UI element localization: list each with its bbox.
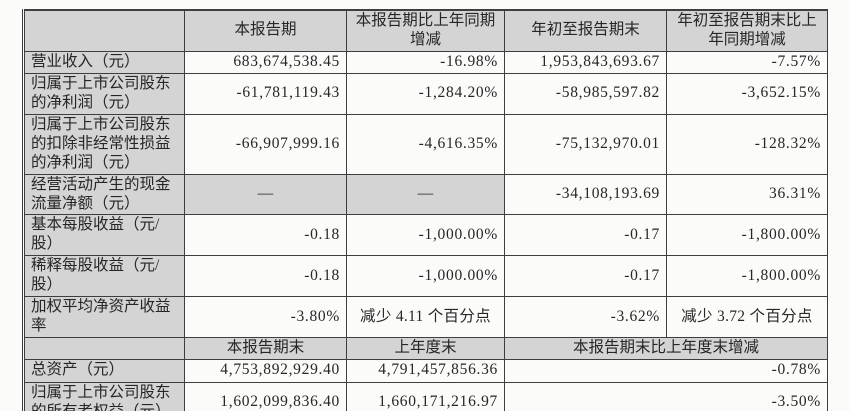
cell-value: -16.98% [346, 50, 505, 74]
cell-value: -66,907,999.16 [184, 113, 347, 175]
column-header-period-end-vs-prior-year-end: 本报告期末比上年度末增减 [504, 336, 828, 360]
cell-value: -4,616.35% [346, 113, 505, 175]
period-end-header-row: 本报告期末 上年度末 本报告期末比上年度末增减 [23, 336, 828, 360]
column-header-prior-year-end: 上年度末 [346, 336, 505, 360]
cell-value: -1,800.00% [666, 255, 828, 298]
cell-value: -0.18 [184, 255, 347, 298]
corner-header-cell [23, 336, 185, 360]
row-label: 归属于上市公司股东的所有者权益（元） [23, 381, 185, 411]
row-label: 总资产（元） [23, 358, 185, 383]
cell-value: -3.80% [184, 296, 347, 338]
column-header-period-end: 本报告期末 [184, 336, 347, 360]
table-row-net-profit-excl-nonrecurring: 归属于上市公司股东的扣除非经常性损益的净利润（元） -66,907,999.16… [23, 113, 828, 175]
column-header-current-period-yoy: 本报告期比上年同期增减 [346, 9, 505, 52]
cell-value: -58,985,597.82 [504, 72, 667, 115]
cell-value-dash: — [184, 173, 347, 216]
cell-value: 减少 4.11 个百分点 [346, 296, 505, 338]
table-row-operating-revenue: 营业收入（元） 683,674,538.45 -16.98% 1,953,843… [23, 50, 828, 74]
cell-value: -0.17 [504, 214, 667, 257]
table-row-diluted-eps: 稀释每股收益（元/股） -0.18 -1,000.00% -0.17 -1,80… [23, 255, 828, 298]
cell-value: -34,108,193.69 [504, 173, 667, 216]
row-label: 加权平均净资产收益率 [23, 296, 185, 338]
cell-value: 36.31% [666, 173, 828, 216]
table-row-basic-eps: 基本每股收益（元/股） -0.18 -1,000.00% -0.17 -1,80… [23, 214, 828, 257]
cell-value: -3.50% [504, 381, 828, 411]
table-row-total-assets: 总资产（元） 4,753,892,929.40 4,791,457,856.36… [23, 358, 828, 383]
table-row-weighted-avg-roe: 加权平均净资产收益率 -3.80% 减少 4.11 个百分点 -3.62% 减少… [23, 296, 828, 338]
column-header-year-to-date: 年初至报告期末 [504, 9, 667, 52]
cell-value: -7.57% [666, 50, 828, 74]
cell-value: -1,000.00% [346, 255, 505, 298]
row-label: 营业收入（元） [23, 50, 185, 74]
corner-header-cell [23, 9, 185, 52]
financial-summary-table: 本报告期 本报告期比上年同期增减 年初至报告期末 年初至报告期末比上年同期增减 … [22, 9, 828, 411]
column-header-current-period: 本报告期 [184, 9, 347, 52]
cell-value: 683,674,538.45 [184, 50, 347, 74]
table-row-net-profit: 归属于上市公司股东的净利润（元） -61,781,119.43 -1,284.2… [23, 72, 828, 115]
cell-value: 1,953,843,693.67 [504, 50, 667, 74]
column-header-year-to-date-yoy: 年初至报告期末比上年同期增减 [666, 9, 828, 52]
cell-value: -1,284.20% [346, 72, 505, 115]
cell-value: -1,800.00% [666, 214, 828, 257]
row-label: 经营活动产生的现金流量净额（元） [23, 173, 185, 216]
table-row-operating-cash-flow: 经营活动产生的现金流量净额（元） — — -34,108,193.69 36.3… [23, 173, 828, 216]
cell-value: -75,132,970.01 [504, 113, 667, 175]
cell-value: -1,000.00% [346, 214, 505, 257]
cell-value: 1,602,099,836.40 [184, 381, 347, 411]
cell-value-dash: — [346, 173, 505, 216]
cell-value: 4,791,457,856.36 [346, 358, 505, 383]
cell-value: -128.32% [666, 113, 828, 175]
period-header-row: 本报告期 本报告期比上年同期增减 年初至报告期末 年初至报告期末比上年同期增减 [23, 9, 828, 52]
cell-value: 减少 3.72 个百分点 [666, 296, 828, 338]
row-label: 基本每股收益（元/股） [23, 214, 185, 257]
row-label: 归属于上市公司股东的净利润（元） [23, 72, 185, 115]
cell-value: 4,753,892,929.40 [184, 358, 347, 383]
table-row-owners-equity: 归属于上市公司股东的所有者权益（元） 1,602,099,836.40 1,66… [23, 381, 828, 411]
cell-value: 1,660,171,216.97 [346, 381, 505, 411]
cell-value: -3,652.15% [666, 72, 828, 115]
cell-value: -61,781,119.43 [184, 72, 347, 115]
cell-value: -0.78% [504, 358, 828, 383]
row-label: 稀释每股收益（元/股） [23, 255, 185, 298]
cell-value: -0.17 [504, 255, 667, 298]
row-label: 归属于上市公司股东的扣除非经常性损益的净利润（元） [23, 113, 185, 175]
cell-value: -3.62% [504, 296, 667, 338]
cell-value: -0.18 [184, 214, 347, 257]
